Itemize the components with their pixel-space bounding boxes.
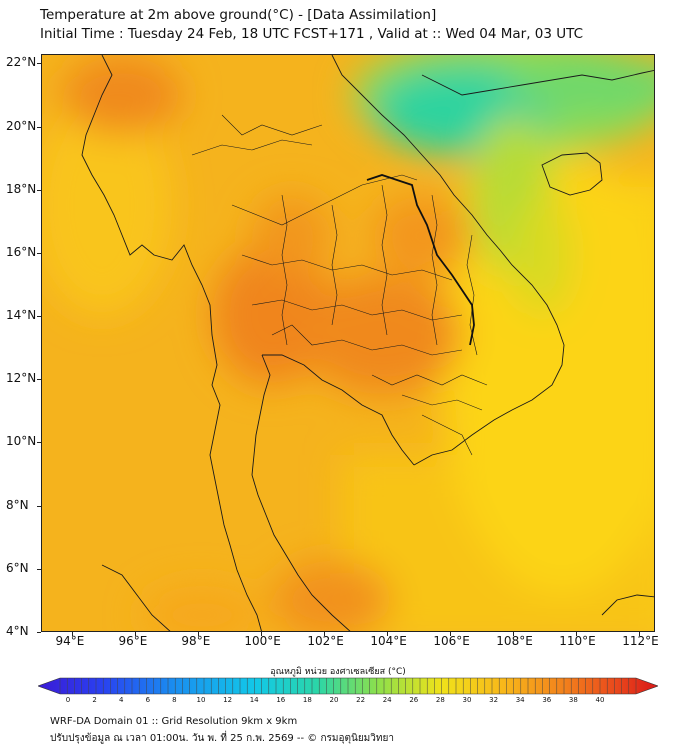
colorbar-tick-label: 14: [249, 696, 259, 704]
colorbar-tick-label: 0: [65, 696, 71, 704]
longitude-tick-mark: [198, 632, 200, 636]
colorbar-tick-label: 12: [223, 696, 233, 704]
latitude-tick-mark: [37, 189, 41, 191]
colorbar-tick-label: 18: [302, 696, 312, 704]
latitude-tick-mark: [37, 442, 41, 444]
chart-subtitle: Initial Time : Tuesday 24 Feb, 18 UTC FC…: [40, 26, 584, 42]
temperature-map: [41, 54, 655, 632]
longitude-tick-mark: [450, 632, 452, 636]
latitude-tick-label: 4°N: [6, 624, 29, 638]
colorbar-tick-label: 26: [409, 696, 419, 704]
longitude-tick-label: 94°E: [55, 634, 85, 648]
longitude-tick-label: 106°E: [433, 634, 470, 648]
colorbar-tick-label: 30: [462, 696, 472, 704]
longitude-tick-label: 98°E: [181, 634, 211, 648]
longitude-tick-mark: [387, 632, 389, 636]
colorbar-tick-label: 40: [595, 696, 605, 704]
longitude-tick-mark: [639, 632, 641, 636]
colorbar-tick-label: 38: [568, 696, 578, 704]
longitude-tick-label: 96°E: [118, 634, 148, 648]
colorbar-tick-label: 6: [145, 696, 151, 704]
longitude-tick-label: 108°E: [496, 634, 533, 648]
colorbar-tick-label: 22: [356, 696, 366, 704]
colorbar-tick-label: 36: [542, 696, 552, 704]
longitude-tick-mark: [72, 632, 74, 636]
colorbar-tick-label: 16: [276, 696, 286, 704]
colorbar-tick-label: 10: [196, 696, 206, 704]
longitude-tick-label: 110°E: [559, 634, 596, 648]
latitude-tick-mark: [37, 316, 41, 318]
coastlines: [81, 55, 654, 631]
latitude-tick-label: 18°N: [6, 181, 37, 196]
longitude-tick-mark: [513, 632, 515, 636]
chart-title: Temperature at 2m above ground(°C) - [Da…: [40, 7, 437, 23]
latitude-tick-label: 12°N: [6, 371, 37, 386]
longitude-tick-label: 112°E: [622, 634, 659, 648]
latitude-tick-mark: [37, 379, 41, 381]
latitude-tick-mark: [37, 126, 41, 128]
colorbar-tick-label: 8: [172, 696, 177, 704]
longitude-tick-mark: [576, 632, 578, 636]
footer-update-info: ปรับปรุงข้อมูล ณ เวลา 01:00น. วัน พ. ที่…: [50, 733, 394, 744]
colorbar-tick-label: 2: [92, 696, 97, 704]
colorbar-tick-label: 32: [489, 696, 499, 704]
latitude-tick-label: 20°N: [6, 118, 37, 133]
colorbar-tick-label: 28: [435, 696, 445, 704]
colorbar-tick-label: 20: [329, 696, 339, 704]
longitude-tick-mark: [261, 632, 263, 636]
laos-border: [366, 174, 475, 346]
latitude-tick-mark: [37, 505, 41, 507]
latitude-tick-mark: [37, 252, 41, 254]
longitude-tick-label: 102°E: [307, 634, 344, 648]
latitude-tick-mark: [37, 568, 41, 570]
longitude-tick-label: 100°E: [244, 634, 281, 648]
colorbar: [37, 677, 659, 695]
longitude-tick-mark: [135, 632, 137, 636]
map-canvas: [42, 55, 654, 631]
latitude-tick-mark: [37, 632, 41, 633]
latitude-tick-label: 16°N: [6, 244, 37, 259]
latitude-tick-mark: [37, 63, 41, 65]
footer-model-info: WRF-DA Domain 01 :: Grid Resolution 9km …: [50, 716, 298, 727]
latitude-tick-label: 8°N: [6, 497, 29, 512]
colorbar-tick-label: 34: [515, 696, 525, 704]
longitude-tick-mark: [324, 632, 326, 636]
latitude-tick-label: 22°N: [6, 55, 37, 70]
colorbar-tick-label: 24: [382, 696, 392, 704]
latitude-tick-label: 10°N: [6, 434, 37, 449]
colorbar-label: อุณหภูมิ หน่วย องศาเซลเซียส (°C): [270, 667, 406, 677]
longitude-tick-label: 104°E: [370, 634, 407, 648]
latitude-tick-label: 14°N: [6, 308, 37, 323]
latitude-tick-label: 6°N: [6, 560, 29, 575]
colorbar-tick-label: 4: [118, 696, 124, 704]
temperature-shading: [42, 55, 654, 631]
